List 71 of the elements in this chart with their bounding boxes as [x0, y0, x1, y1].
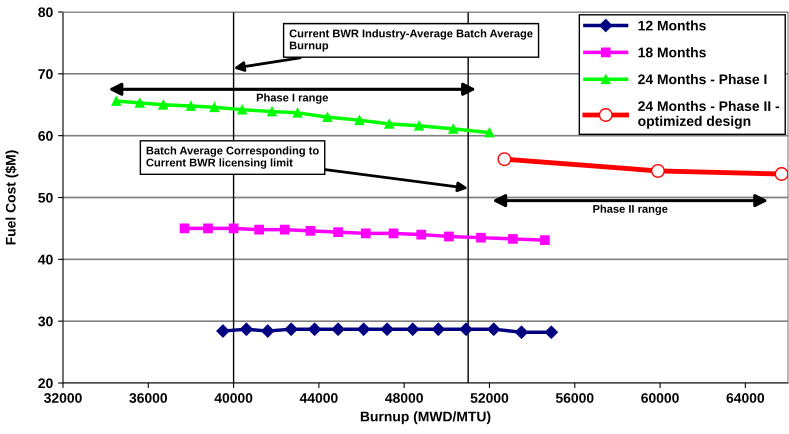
- x-tick-label: 36000: [129, 393, 168, 403]
- point: [331, 322, 345, 336]
- point: [414, 120, 424, 131]
- point: [406, 322, 420, 336]
- legend-label: 24 Months - Phase I: [638, 74, 766, 84]
- point: [280, 224, 290, 235]
- y-tick-label: 80: [38, 7, 53, 18]
- point: [484, 128, 494, 138]
- point: [158, 100, 168, 110]
- legend-label: 24 Months - Phase II - optimized design: [638, 100, 780, 129]
- annotation: Phase I range: [256, 93, 328, 104]
- point: [432, 322, 445, 336]
- point: [254, 224, 264, 235]
- point: [228, 224, 238, 234]
- point: [459, 322, 473, 336]
- point: [203, 224, 213, 234]
- y-tick-label: 20: [38, 378, 53, 388]
- point: [360, 228, 371, 238]
- point: [292, 108, 302, 118]
- y-tick-label: 30: [38, 316, 53, 326]
- y-tick-label: 70: [38, 69, 53, 80]
- point: [210, 102, 220, 112]
- point: [508, 234, 518, 244]
- x-tick-label: 44000: [300, 393, 338, 403]
- point: [111, 96, 122, 106]
- x-tick-label: 52000: [470, 393, 508, 403]
- point: [380, 322, 394, 336]
- point: [774, 167, 788, 181]
- annotation: Batch Average Corresponding to Current BWR licensing limit: [146, 146, 319, 169]
- point: [134, 98, 145, 108]
- point: [540, 235, 550, 246]
- point: [388, 228, 398, 238]
- point: [384, 119, 394, 129]
- annotation: Current BWR Industry-Average Batch Average Burnup: [290, 29, 533, 52]
- point: [261, 324, 274, 338]
- x-tick-label: 60000: [641, 393, 679, 403]
- point: [476, 232, 486, 243]
- y-axis-title: Fuel Cost ($M): [5, 150, 18, 244]
- point: [322, 112, 332, 122]
- x-tick-label: 32000: [44, 393, 82, 403]
- point: [267, 106, 277, 116]
- point: [497, 152, 512, 166]
- legend-label: 18 Months: [638, 47, 706, 58]
- point: [240, 322, 253, 336]
- y-tick-label: 60: [38, 131, 53, 141]
- point: [487, 322, 500, 336]
- point: [544, 326, 558, 339]
- point: [180, 224, 190, 234]
- point: [333, 227, 343, 237]
- point: [305, 226, 316, 236]
- point: [308, 322, 322, 336]
- point: [357, 322, 370, 336]
- x-axis-title: Burnup (MWD/MTU): [360, 411, 490, 424]
- point: [650, 164, 665, 178]
- x-tick-label: 40000: [214, 393, 252, 403]
- annotation: Phase II range: [593, 204, 668, 216]
- point: [216, 324, 230, 338]
- y-tick-label: 40: [38, 254, 53, 265]
- point: [448, 124, 458, 134]
- point: [237, 104, 247, 115]
- x-tick-label: 56000: [556, 393, 594, 403]
- point: [186, 101, 196, 111]
- point: [284, 322, 298, 336]
- point: [354, 115, 364, 126]
- y-tick-label: 50: [38, 192, 53, 203]
- x-tick-label: 64000: [726, 393, 764, 403]
- point: [416, 230, 426, 240]
- point: [444, 232, 454, 242]
- legend-label: 12 Months: [638, 20, 706, 31]
- point: [514, 326, 528, 339]
- x-tick-label: 48000: [385, 393, 423, 403]
